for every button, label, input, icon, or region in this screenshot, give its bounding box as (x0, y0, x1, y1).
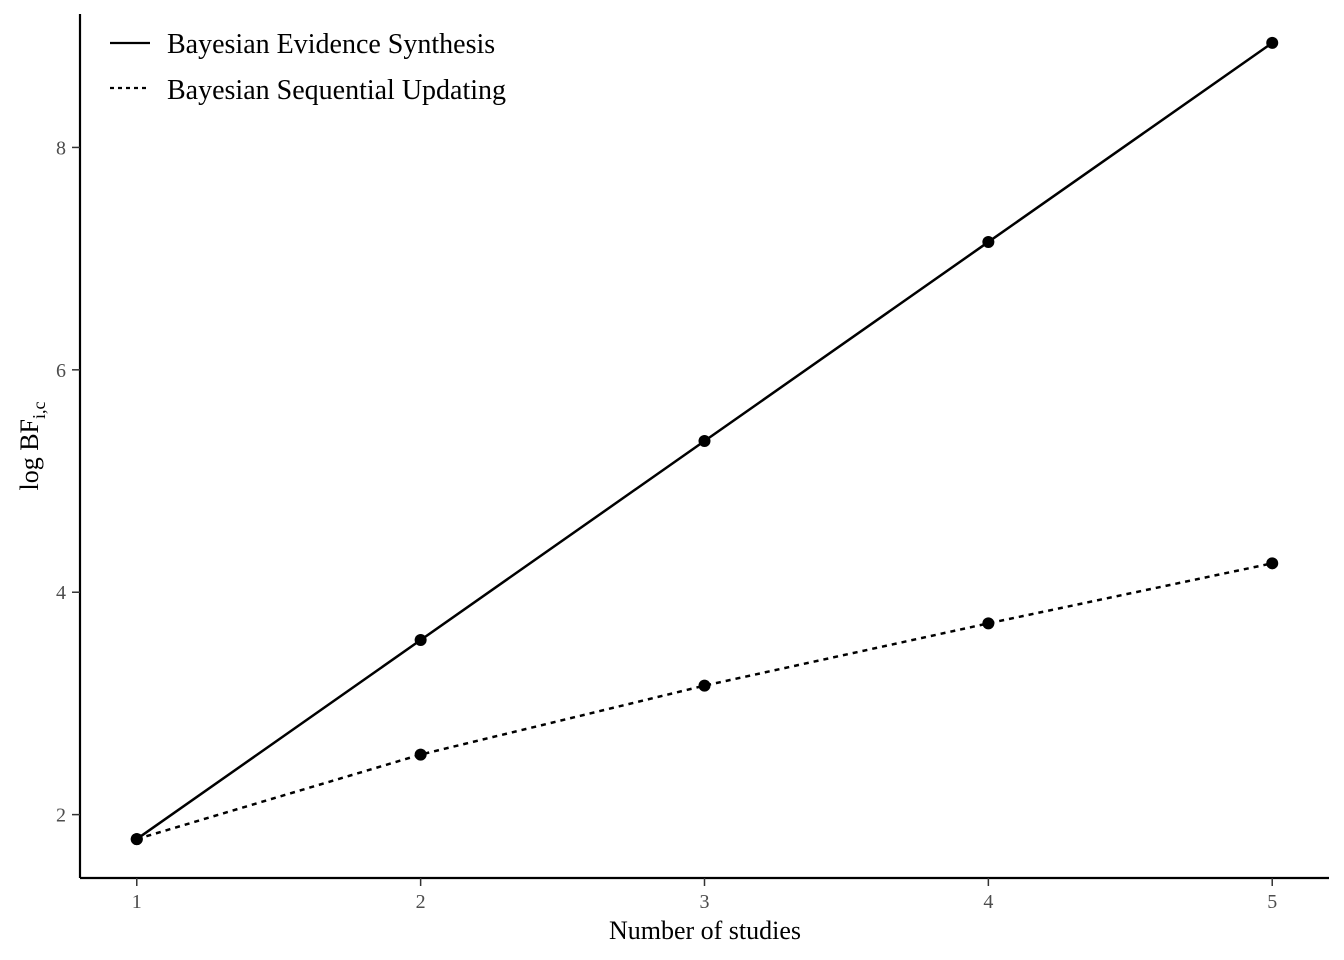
series-points (130, 36, 1279, 846)
y-tick-label: 4 (56, 582, 66, 604)
data-point (414, 748, 427, 761)
y-tick-label: 8 (56, 137, 66, 159)
y-axis-title-subscript: i,c (29, 401, 49, 419)
x-axis-title: Number of studies (609, 916, 801, 945)
y-axis-title-main: log BF (15, 419, 44, 491)
data-point (698, 679, 711, 692)
x-tick-label: 2 (416, 891, 426, 913)
data-point (414, 634, 427, 647)
series-line-2 (136, 562, 1273, 841)
y-axis-ticks: 2 4 6 8 (56, 137, 80, 827)
data-point (982, 235, 995, 248)
x-tick-label: 4 (983, 891, 993, 913)
y-axis-title: log BFi,c (15, 401, 49, 490)
legend-label-evidence-synthesis: Bayesian Evidence Synthesis (167, 29, 495, 60)
data-point (1266, 36, 1279, 49)
x-tick-label: 1 (132, 891, 142, 913)
data-point (698, 434, 711, 447)
data-point (130, 833, 143, 846)
x-axis-ticks: 1 2 3 4 5 (132, 878, 1277, 913)
data-point (982, 617, 995, 630)
y-tick-label: 6 (56, 360, 66, 382)
legend: Bayesian Evidence Synthesis Bayesian Seq… (110, 29, 506, 106)
data-point (1266, 557, 1279, 570)
legend-label-sequential-updating: Bayesian Sequential Updating (167, 75, 506, 106)
y-tick-label: 2 (56, 805, 66, 827)
x-tick-label: 5 (1267, 891, 1277, 913)
x-tick-label: 3 (700, 891, 710, 913)
